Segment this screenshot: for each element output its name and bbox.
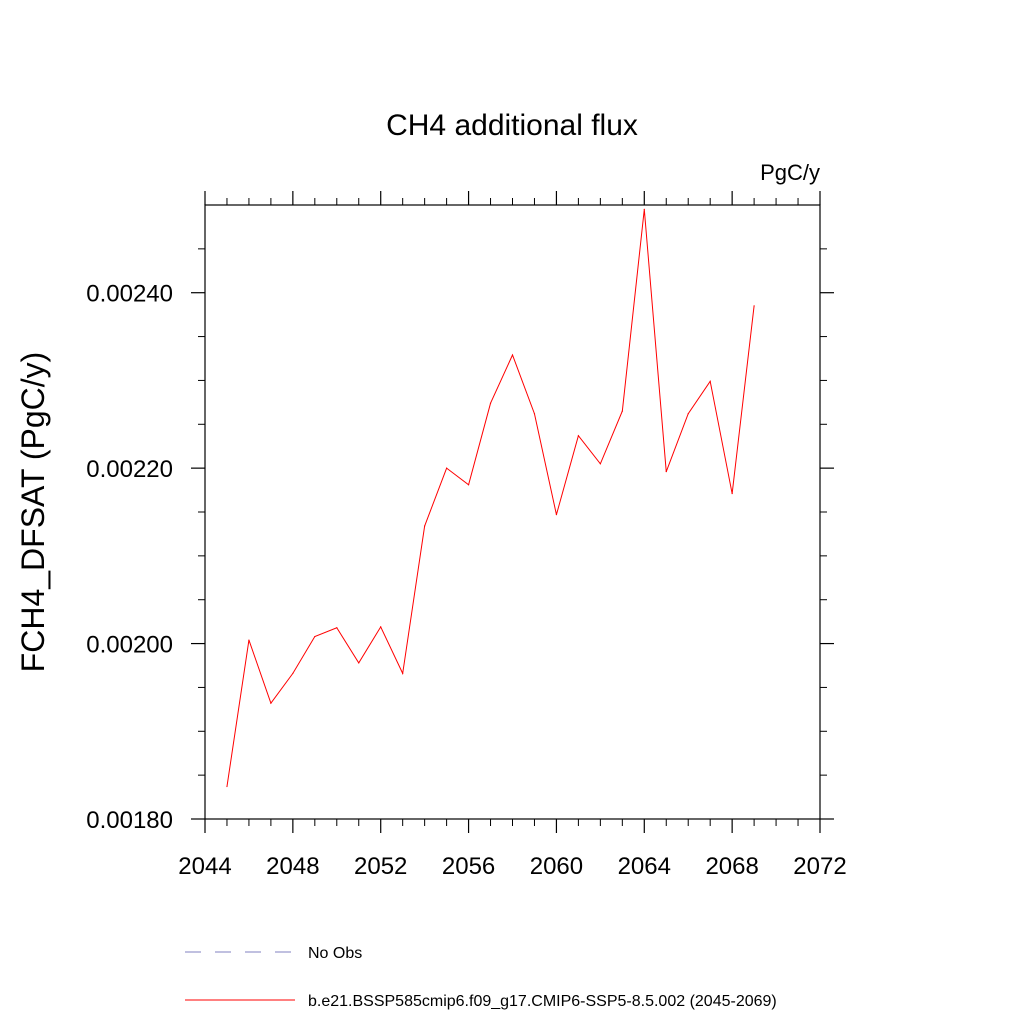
legend: No Obs b.e21.BSSP585cmip6.f09_g17.CMIP6-S… xyxy=(185,945,777,1010)
y-tick-label: 0.00240 xyxy=(86,281,173,308)
units-label: PgC/y xyxy=(760,160,820,185)
data-point xyxy=(248,639,250,641)
data-point xyxy=(731,492,733,495)
y-axis-label: FCH4_DFSAT (PgC/y) xyxy=(15,352,51,673)
data-point xyxy=(753,305,755,307)
data-point xyxy=(709,380,711,382)
data-point xyxy=(687,413,689,415)
series-group xyxy=(226,208,755,788)
data-point xyxy=(402,672,404,674)
x-tick-label: 2060 xyxy=(530,853,583,880)
data-point xyxy=(577,435,579,437)
legend-label: No Obs xyxy=(308,945,362,962)
data-point xyxy=(643,208,645,210)
data-point xyxy=(467,484,470,486)
x-tick-label: 2072 xyxy=(793,853,846,880)
data-point xyxy=(446,467,448,469)
data-point xyxy=(533,413,536,415)
data-point xyxy=(599,463,601,465)
y-tick-label: 0.00200 xyxy=(86,632,173,659)
x-tick-label: 2044 xyxy=(178,853,231,880)
data-point xyxy=(489,402,492,404)
data-point xyxy=(621,410,623,412)
data-point xyxy=(314,635,316,638)
x-tick-label: 2056 xyxy=(442,853,495,880)
data-point xyxy=(292,672,294,674)
x-tick-label: 2064 xyxy=(618,853,671,880)
data-point xyxy=(270,702,272,704)
data-point xyxy=(665,471,667,473)
legend-label: b.e21.BSSP585cmip6.f09_g17.CMIP6-SSP5-8.… xyxy=(308,993,777,1010)
y-tick-label: 0.00220 xyxy=(86,456,173,483)
x-tick-label: 2052 xyxy=(354,853,407,880)
data-point xyxy=(555,514,558,516)
data-point xyxy=(424,525,426,527)
data-point xyxy=(511,354,514,356)
axis-ticks xyxy=(191,191,834,833)
data-point xyxy=(380,626,382,628)
y-tick-label: 0.00180 xyxy=(86,807,173,834)
data-point xyxy=(336,627,338,629)
data-point xyxy=(358,662,360,664)
x-tick-label: 2048 xyxy=(266,853,319,880)
data-point xyxy=(226,785,228,788)
plot-frame xyxy=(204,204,821,820)
series-line xyxy=(226,209,755,787)
x-tick-label: 2068 xyxy=(705,853,758,880)
axis-tick-labels: 2044 2048 2052 2056 2060 2064 2068 2072 0.00180 0… xyxy=(86,281,846,880)
chart-title: CH4 additional flux xyxy=(386,109,638,142)
